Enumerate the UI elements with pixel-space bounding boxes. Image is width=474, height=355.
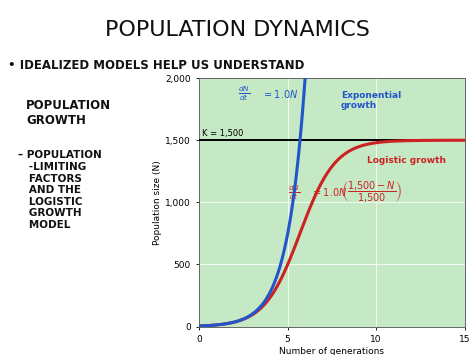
Text: $\frac{dN}{dt}$: $\frac{dN}{dt}$ (238, 85, 250, 103)
Text: – POPULATION
   -LIMITING
   FACTORS
   AND THE
   LOGISTIC
   GROWTH
   MODEL: – POPULATION -LIMITING FACTORS AND THE L… (18, 151, 101, 230)
Text: $= 1.0N$: $= 1.0N$ (262, 88, 299, 100)
Y-axis label: Population size (N): Population size (N) (153, 160, 162, 245)
Text: Exponential
growth: Exponential growth (341, 91, 401, 110)
Text: POPULATION DYNAMICS: POPULATION DYNAMICS (105, 20, 369, 39)
Text: POPULATION
GROWTH: POPULATION GROWTH (26, 99, 111, 126)
Text: $\left(\dfrac{1{,}500-N}{1{,}500}\right)$: $\left(\dfrac{1{,}500-N}{1{,}500}\right)… (341, 180, 402, 205)
Text: $= 1.0N$: $= 1.0N$ (311, 186, 348, 198)
Text: Logistic growth: Logistic growth (367, 156, 446, 165)
Text: • IDEALIZED MODELS HELP US UNDERSTAND: • IDEALIZED MODELS HELP US UNDERSTAND (8, 59, 304, 72)
X-axis label: Number of generations: Number of generations (279, 347, 384, 355)
Text: K = 1,500: K = 1,500 (202, 129, 243, 138)
Text: $\frac{dN}{dt}$: $\frac{dN}{dt}$ (288, 183, 300, 202)
